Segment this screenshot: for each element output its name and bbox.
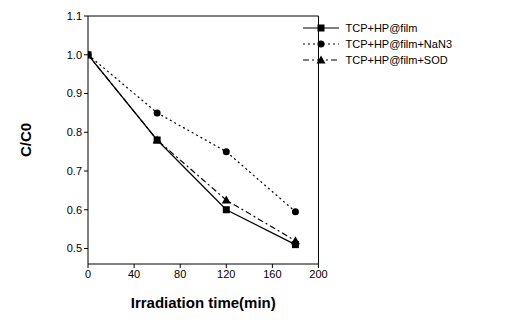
svg-text:80: 80 — [174, 268, 186, 280]
svg-text:200: 200 — [309, 268, 327, 280]
svg-text:0.7: 0.7 — [67, 165, 82, 177]
svg-text:0: 0 — [85, 268, 91, 280]
svg-text:0.8: 0.8 — [67, 126, 82, 138]
svg-text:1.1: 1.1 — [67, 10, 82, 22]
html-text:TCP+HP@film+NaN3: TCP+HP@film+NaN3 — [345, 38, 452, 50]
svg-text:0.6: 0.6 — [67, 204, 82, 216]
html-text:TCP+HP@film+SOD: TCP+HP@film+SOD — [345, 54, 448, 66]
svg-text:0.9: 0.9 — [67, 87, 82, 99]
svg-text:C/C0: C/C0 — [17, 123, 34, 157]
svg-text:Irradiation time(min): Irradiation time(min) — [131, 294, 276, 311]
svg-text:1.0: 1.0 — [67, 49, 82, 61]
html-text:TCP+HP@film: TCP+HP@film — [345, 22, 418, 34]
svg-text:160: 160 — [263, 268, 281, 280]
svg-text:40: 40 — [128, 268, 140, 280]
svg-text:0.5: 0.5 — [67, 242, 82, 254]
svg-text:120: 120 — [217, 268, 235, 280]
